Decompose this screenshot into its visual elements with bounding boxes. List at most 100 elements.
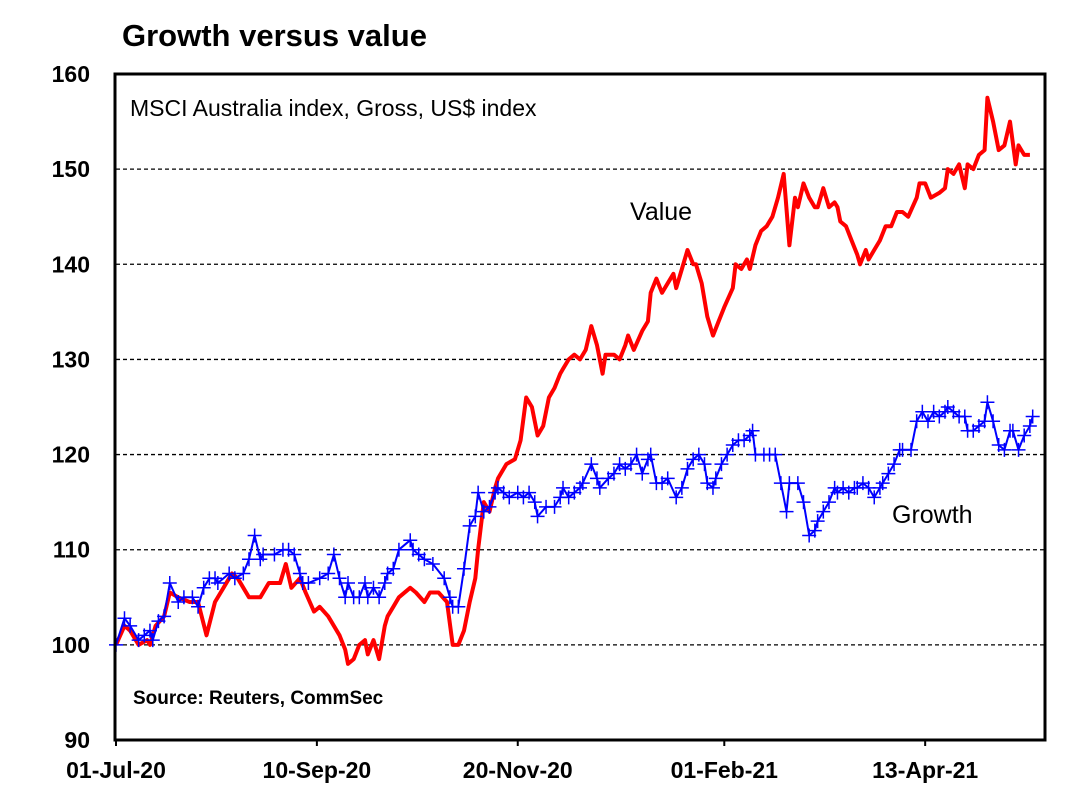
- data-point-growth: [881, 466, 896, 481]
- series-group: [109, 95, 1040, 666]
- data-point-growth: [437, 571, 452, 586]
- data-point-growth: [227, 571, 242, 586]
- data-point-growth: [391, 542, 406, 557]
- data-point-growth: [875, 476, 890, 491]
- data-point-growth: [980, 395, 995, 410]
- data-point-growth: [117, 611, 132, 626]
- y-tick-label: 140: [52, 251, 90, 277]
- data-point-growth: [708, 471, 723, 486]
- data-point-growth: [123, 618, 138, 633]
- y-tick-label: 100: [52, 632, 90, 658]
- data-point-growth: [643, 447, 658, 462]
- data-point-growth: [556, 480, 571, 495]
- y-tick-label: 110: [53, 537, 90, 563]
- gridlines: [116, 168, 1044, 646]
- x-tick-label: 01-Feb-21: [671, 757, 779, 783]
- data-point-growth: [921, 414, 935, 429]
- data-point-growth: [720, 447, 735, 462]
- data-point-growth: [714, 457, 729, 472]
- data-point-growth: [292, 566, 307, 581]
- x-tick-label: 01-Jul-20: [66, 757, 166, 783]
- data-point-growth: [312, 571, 327, 586]
- data-point-growth: [547, 499, 562, 514]
- data-point-growth: [1005, 423, 1020, 438]
- data-point-growth: [502, 490, 517, 505]
- data-point-growth: [810, 514, 825, 529]
- x-tick-label: 10-Sep-20: [263, 757, 372, 783]
- data-point-growth: [332, 571, 347, 586]
- data-point-growth: [236, 566, 251, 581]
- data-point-growth: [142, 623, 157, 638]
- data-point-growth: [957, 409, 972, 424]
- data-point-growth: [584, 457, 599, 472]
- data-point-growth: [790, 476, 805, 491]
- data-point-growth: [796, 495, 811, 510]
- data-point-growth: [457, 561, 471, 576]
- data-point-growth: [267, 547, 282, 562]
- chart-title: Growth versus value: [122, 18, 427, 53]
- data-point-growth: [377, 576, 392, 591]
- data-point-growth: [247, 528, 262, 543]
- data-point-growth: [768, 447, 783, 462]
- data-point-growth: [321, 566, 336, 581]
- data-point-growth: [680, 461, 695, 476]
- data-point-growth: [887, 457, 902, 472]
- y-tick-label: 160: [52, 61, 90, 87]
- data-point-growth: [210, 576, 225, 591]
- data-point-growth: [606, 466, 621, 481]
- y-tick-label: 90: [64, 727, 90, 753]
- data-point-growth: [530, 509, 545, 524]
- data-point-growth: [386, 561, 401, 576]
- y-tick-label: 150: [52, 156, 90, 182]
- data-point-growth: [592, 480, 607, 495]
- chart-subtitle: MSCI Australia index, Gross, US$ index: [130, 95, 537, 121]
- data-point-growth: [527, 495, 542, 510]
- data-point-growth: [522, 485, 537, 500]
- data-point-growth: [462, 518, 477, 533]
- data-point-growth: [468, 509, 483, 524]
- series-label-growth: Growth: [892, 501, 973, 529]
- data-point-growth: [904, 442, 919, 457]
- y-axis-ticks: 90 100 110 120 130 140 150 160: [52, 61, 90, 753]
- x-axis-ticks: 01-Jul-20 10-Sep-20 20-Nov-20 01-Feb-21 13-A…: [66, 740, 978, 783]
- data-point-growth: [623, 457, 638, 472]
- data-point-growth: [287, 547, 302, 562]
- data-point-growth: [997, 442, 1012, 457]
- data-point-growth: [1025, 409, 1040, 424]
- data-point-growth: [366, 580, 381, 595]
- data-point-growth: [1017, 428, 1032, 443]
- data-point-growth: [986, 414, 1001, 429]
- data-point-growth: [196, 580, 211, 595]
- chart-source: Source: Reuters, CommSec: [133, 688, 384, 709]
- data-point-growth: [816, 504, 831, 519]
- data-point-growth: [1022, 419, 1037, 434]
- data-point-growth: [417, 552, 432, 567]
- data-point-growth: [1011, 442, 1026, 457]
- data-point-growth: [451, 599, 466, 614]
- x-tick-label: 20-Nov-20: [463, 757, 573, 783]
- series-line-value: [114, 95, 1030, 666]
- y-tick-label: 130: [52, 346, 90, 372]
- data-point-growth: [185, 590, 200, 605]
- data-point-growth: [669, 490, 684, 505]
- plot-frame: [113, 72, 1047, 742]
- data-point-growth: [705, 480, 720, 495]
- data-point-growth: [157, 609, 172, 624]
- data-point-growth: [867, 490, 882, 505]
- series-label-value: Value: [630, 198, 692, 226]
- data-point-growth: [635, 466, 650, 481]
- data-point-growth: [442, 590, 457, 605]
- data-point-growth: [471, 485, 486, 500]
- y-tick-label: 120: [52, 442, 90, 468]
- data-point-growth: [357, 576, 372, 591]
- data-point-growth: [341, 576, 355, 591]
- data-point-growth: [372, 590, 387, 605]
- data-point-growth: [629, 447, 644, 462]
- data-point-growth: [821, 495, 836, 510]
- data-point-growth: [162, 576, 177, 591]
- data-point-growth: [482, 499, 497, 514]
- data-point-growth: [191, 599, 206, 614]
- data-point-growth: [691, 447, 706, 462]
- data-point-growth: [301, 576, 316, 591]
